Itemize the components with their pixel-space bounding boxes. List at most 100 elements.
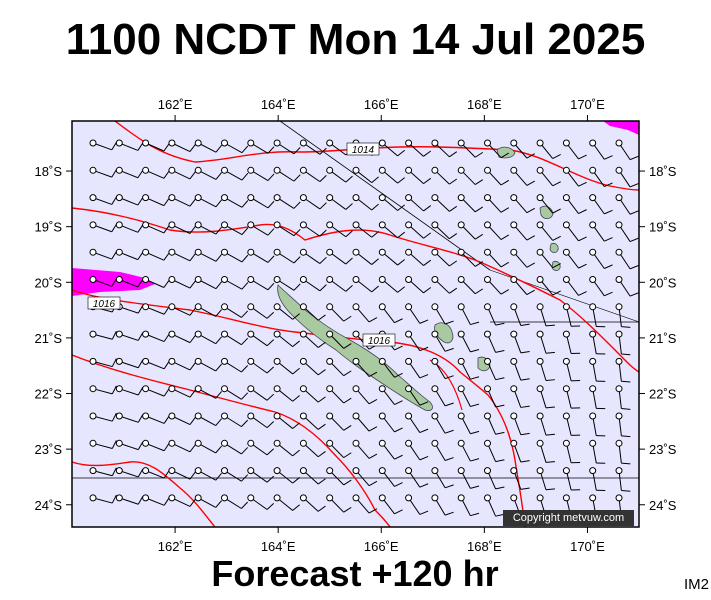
wind-barb [378,221,405,239]
wind-barb [115,439,144,451]
wind-barb [299,303,326,321]
wind-barb [378,276,405,293]
lat-label-left: 21˚S [35,331,63,346]
wind-barb [115,194,144,206]
wind-barb [273,194,301,209]
wind-barb [247,494,275,510]
isobar [72,207,639,373]
wind-barb [562,467,581,491]
wind-barb [536,357,555,382]
wind-barb [115,357,144,369]
map-title: 1100 NCDT Mon 14 Jul 2025 [65,15,646,64]
wind-barb [615,276,639,297]
wind-barb [194,494,222,508]
wind-barb [326,385,352,404]
wind-barb [326,357,352,377]
wind-barb [484,276,510,295]
wind-barb [510,276,535,296]
wind-barb [247,194,275,209]
wind-barb [431,194,458,212]
wind-barb [589,139,613,160]
wind-barb [194,439,222,454]
wind-barb [615,303,631,328]
wind-barb [431,139,458,158]
wind-barb [194,221,223,235]
latitude-axis: 18˚S 18˚S 19˚S 19˚S 20˚S 20˚S 21˚S 21˚S 22˚S 22˚S… [35,164,677,513]
wind-barb [352,248,379,265]
wind-barb [299,194,327,210]
wind-barb [405,412,429,434]
wind-barb [299,412,326,430]
lat-label-left: 22˚S [35,387,63,402]
wind-barb [536,439,555,463]
wind-barb [247,139,275,154]
wind-barb [405,194,432,212]
wind-barb [299,221,327,237]
lon-label-top: 170˚E [570,97,605,112]
wind-barb [115,166,144,179]
wind-barb [589,385,606,410]
wind-barb [405,494,429,515]
isobar [72,461,216,527]
wind-barb [142,439,170,452]
vanuatu-island [549,242,559,253]
wind-barb [273,303,300,320]
wind-barb [510,248,535,268]
forecast-label: Forecast +120 hr [211,553,499,594]
wind-barb [405,357,429,379]
wind-barb [562,248,587,269]
wind-barb [457,330,480,353]
wind-barb [142,303,170,315]
wind-barb [142,139,170,152]
wind-barb [615,194,639,215]
lat-label-right: 20˚S [649,275,677,290]
wind-barb [221,357,249,373]
lat-label-right: 18˚S [649,164,677,179]
wind-barb [615,385,631,410]
wind-barb [89,385,117,395]
wind-barb [589,303,606,328]
wind-barb [168,248,196,262]
wind-barb [142,221,170,234]
wind-barb [457,139,484,158]
wind-barb [589,467,606,492]
wind-barb [115,330,144,341]
wind-barb [589,221,613,242]
wind-barb [194,330,222,345]
wind-barb [562,194,587,214]
lon-label-bottom: 168˚E [467,539,502,554]
wind-barb [142,412,170,424]
high-wind-area [72,268,155,296]
wind-barb [562,139,587,160]
wind-barb [589,166,613,188]
wind-barb [326,439,352,459]
wind-barb [352,385,378,405]
wind-barb [615,330,631,356]
wind-barb [484,412,505,435]
isobar [114,121,639,191]
wind-barb [89,357,117,368]
wind-barb [352,439,378,459]
wind-barb [89,439,117,449]
wind-barb [405,439,429,461]
lat-label-right: 19˚S [649,220,677,235]
wind-barb [299,248,327,264]
wind-barb [168,330,196,344]
wind-barb [536,330,555,354]
wind-barb [431,221,458,240]
wind-barb [142,385,170,397]
wind-barb [352,276,379,293]
lat-label-left: 18˚S [35,164,63,179]
wind-barb [457,303,480,326]
wind-barb [510,467,530,490]
wind-barb [326,276,353,292]
wind-barb [457,439,480,462]
wind-barb [299,467,326,485]
wind-barb [221,494,249,509]
wind-barb [273,276,301,291]
wind-barb [536,385,555,409]
wind-barb [299,276,327,292]
wind-barb [352,303,378,323]
wind-barb [405,303,429,324]
wind-barb [247,221,275,236]
